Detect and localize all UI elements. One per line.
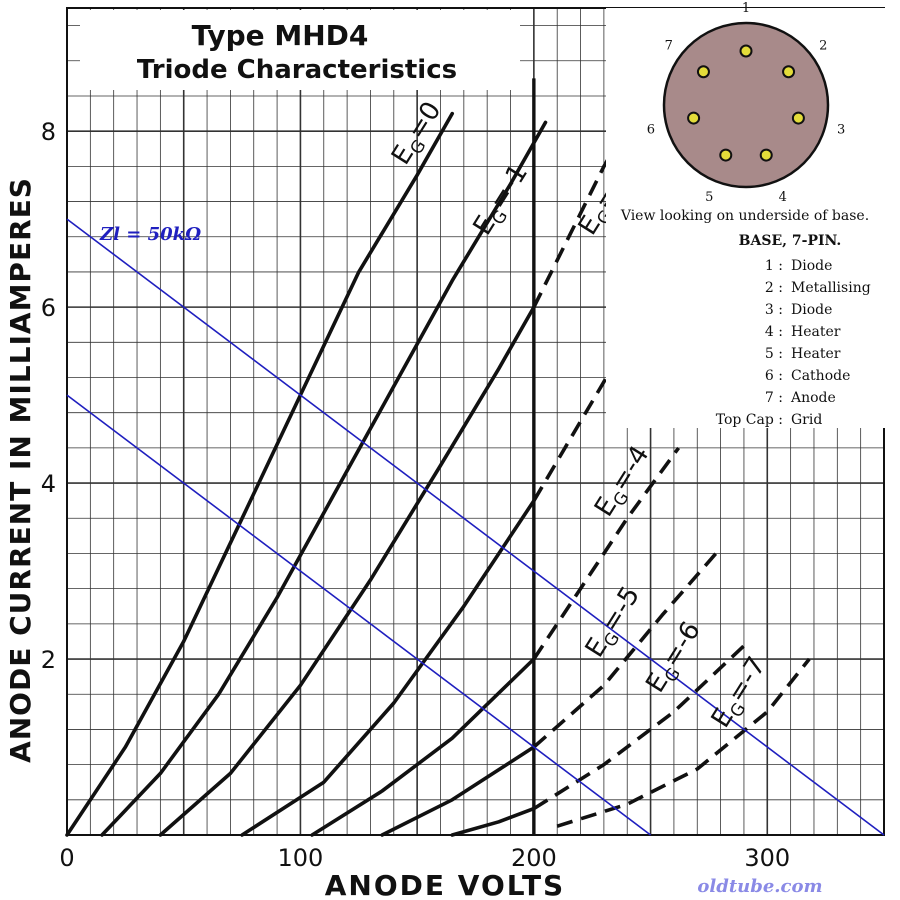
pin-2 xyxy=(782,65,796,79)
pin-number-label: 6 xyxy=(647,123,655,138)
curve-eg-3 xyxy=(240,498,536,837)
top-cap-label: Top Cap : xyxy=(716,412,783,428)
curve-eg-2 xyxy=(158,305,536,837)
base-diagram: 1 2 3 4 5 6 7 View looking on underside of bas… xyxy=(606,1,892,428)
watermark: oldtube.com xyxy=(697,876,822,897)
pin-number-label: 2 xyxy=(819,39,827,54)
pin-4 xyxy=(759,148,773,162)
curve-label: EG=-5 xyxy=(580,581,650,665)
pin-5 xyxy=(719,148,733,162)
pin-3 xyxy=(791,111,805,125)
pin-list-number: 5 : xyxy=(765,346,783,362)
pin-list-function: Metallising xyxy=(791,280,871,296)
curve-eg-5 xyxy=(380,745,536,837)
pin-number-label: 3 xyxy=(837,123,845,138)
pin-list-function: Anode xyxy=(790,390,836,406)
load-lines xyxy=(66,218,885,836)
pin-7 xyxy=(696,65,710,79)
x-tick-label: 200 xyxy=(511,844,557,872)
pin-number-label: 7 xyxy=(665,39,673,54)
pin-list-function: Heater xyxy=(791,324,841,340)
load-line xyxy=(66,394,652,836)
curve-eg-6 xyxy=(532,640,750,811)
pin-list-function: Diode xyxy=(791,258,832,274)
x-tick-label: 300 xyxy=(744,844,790,872)
x-tick-label: 0 xyxy=(59,844,74,872)
pin-list-number: 1 : xyxy=(765,258,783,274)
curve-eg-6 xyxy=(450,806,536,837)
load-line-label: Zl = 50kΩ xyxy=(99,224,201,245)
curve-eg-4 xyxy=(532,446,681,660)
pin-number-label: 4 xyxy=(779,190,787,205)
y-tick-label: 2 xyxy=(41,646,56,674)
pin-list-number: 2 : xyxy=(765,280,783,296)
pin-list-number: 6 : xyxy=(765,368,783,384)
pin-list-function: Diode xyxy=(791,302,832,318)
pin-list: 1 : Diode 2 : Metallising 3 : Diode 4 : Heater 5… xyxy=(716,258,871,428)
pin-list-number: 3 : xyxy=(765,302,783,318)
curve-eg-7 xyxy=(556,657,811,828)
pin-6 xyxy=(687,111,701,125)
x-tick-label: 100 xyxy=(278,844,324,872)
load-line xyxy=(66,218,885,836)
title-box xyxy=(80,10,520,90)
pin-list-number: 4 : xyxy=(765,324,783,340)
pin-1 xyxy=(739,44,753,58)
curve-eg-0 xyxy=(65,111,455,837)
curve-eg-5 xyxy=(532,552,718,749)
curve-label: EG=-1 xyxy=(468,159,538,243)
y-axis-label: ANODE CURRENT IN MILLIAMPERES xyxy=(4,177,37,763)
chart-subtitle: Triode Characteristics xyxy=(137,55,457,85)
pin-number-label: 1 xyxy=(742,1,750,16)
y-tick-label: 8 xyxy=(41,118,56,146)
curve-label: EG=-7 xyxy=(706,652,776,736)
y-tick-label: 4 xyxy=(41,470,56,498)
top-cap-function: Grid xyxy=(791,412,822,428)
pin-number-label: 5 xyxy=(705,190,713,205)
base-circle xyxy=(662,21,830,189)
y-tick-label: 6 xyxy=(41,294,56,322)
tick-labels: 0 100 200 300 2 4 6 8 xyxy=(41,118,790,872)
pin-list-function: Cathode xyxy=(791,368,850,384)
chart-title: Type MHD4 xyxy=(192,19,369,52)
base-caption: View looking on underside of base. xyxy=(620,208,869,224)
curve-eg-4 xyxy=(310,657,536,837)
x-axis-label: ANODE VOLTS xyxy=(325,869,565,900)
curve-eg-1 xyxy=(100,120,548,837)
base-title: BASE, 7-PIN. xyxy=(739,233,842,249)
pin-list-function: Heater xyxy=(791,346,841,362)
base-pins: 1 2 3 4 5 6 7 xyxy=(647,1,845,205)
grid xyxy=(66,7,885,836)
pin-list-number: 7 : xyxy=(765,390,783,406)
